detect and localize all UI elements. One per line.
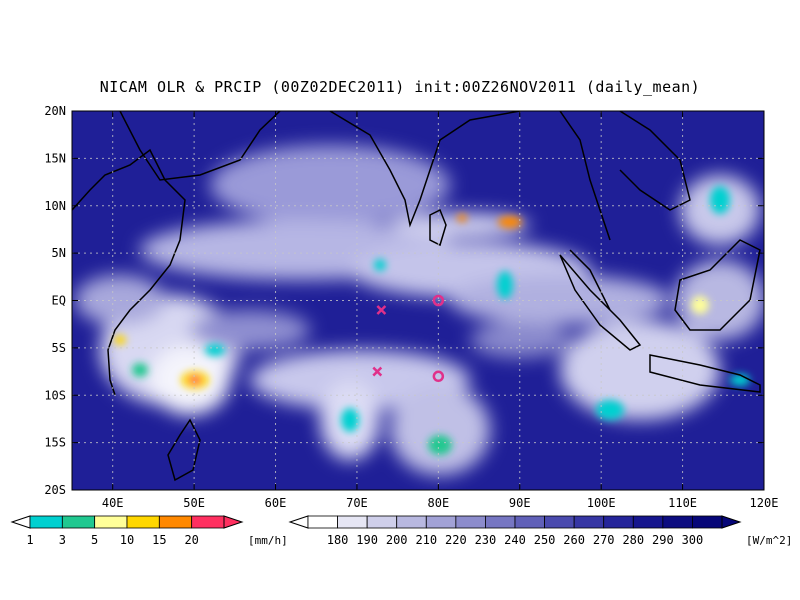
legend-label: 180 xyxy=(327,533,349,547)
legend-swatch xyxy=(425,515,457,529)
legend-label: 230 xyxy=(475,533,497,547)
legend-label: 5 xyxy=(91,533,98,547)
lat-label: 15N xyxy=(44,151,66,165)
legend-arrow-right xyxy=(721,515,742,529)
india-coast xyxy=(329,111,521,228)
arabia-coast xyxy=(119,111,281,181)
legend-arrow-right xyxy=(223,515,244,529)
lon-label: 100E xyxy=(587,496,616,510)
lon-label: 120E xyxy=(750,496,779,510)
legend-label: 290 xyxy=(652,533,674,547)
legend-label: 250 xyxy=(534,533,556,547)
legend-label: 240 xyxy=(504,533,526,547)
map-title: NICAM OLR & PRCIP (00Z02DEC2011) init:00… xyxy=(99,78,701,96)
legend-swatch xyxy=(366,515,398,529)
legend-label: 20 xyxy=(184,533,198,547)
legend-swatch xyxy=(632,515,664,529)
legend-swatch xyxy=(514,515,545,529)
lat-label: 10S xyxy=(44,388,66,402)
marker-o xyxy=(432,370,445,383)
legend-label: 210 xyxy=(415,533,437,547)
lat-label: 20N xyxy=(44,104,66,118)
marker-x xyxy=(376,305,387,315)
legend-label: 220 xyxy=(445,533,467,547)
legend-swatch xyxy=(603,515,634,529)
lon-label: 90E xyxy=(509,496,531,510)
lon-label: 80E xyxy=(428,496,450,510)
legend-swatch xyxy=(396,515,427,529)
marker-x xyxy=(372,366,383,377)
legend-label: 280 xyxy=(622,533,644,547)
lat-label: 5S xyxy=(52,341,66,355)
legend-label: 270 xyxy=(593,533,615,547)
myanmar-coast xyxy=(559,111,611,241)
sumatra-coast xyxy=(559,254,642,351)
coastlines xyxy=(72,111,761,482)
srilanka-coast xyxy=(429,208,447,247)
legend-label: 10 xyxy=(120,533,134,547)
legend-swatch xyxy=(485,515,516,529)
precip-layer xyxy=(114,186,750,455)
lat-label: 10N xyxy=(44,199,66,213)
marker-o xyxy=(432,294,445,307)
legend-label: 3 xyxy=(59,533,66,547)
lat-label: 20S xyxy=(44,483,66,497)
lon-label: 40E xyxy=(102,496,124,510)
legend-swatch xyxy=(126,515,160,529)
legend-swatch xyxy=(337,515,368,529)
lon-label: 70E xyxy=(346,496,368,510)
olr-legend: 180 190 200 210 220 230 240 250 260 270 280 290 300 [… xyxy=(288,515,792,547)
legend-swatch xyxy=(191,515,225,529)
lat-label: 15S xyxy=(44,436,66,450)
legend-label: 200 xyxy=(386,533,408,547)
legend-swatch xyxy=(573,515,605,529)
map-axes: 40E 50E 60E 70E 80E 90E 100E 110E 120E 20N 15N 10N 5… xyxy=(44,104,778,510)
legend-swatch xyxy=(158,515,193,529)
java-coast xyxy=(649,354,761,393)
legend-arrow-left xyxy=(288,515,309,529)
madagascar-coast xyxy=(167,418,201,482)
africa-coast xyxy=(72,148,186,396)
lat-label: 5N xyxy=(52,246,66,260)
legend-label: 15 xyxy=(152,533,166,547)
legend-swatch xyxy=(692,515,723,529)
marker-layer xyxy=(372,294,445,383)
precip-legend: 1 3 5 10 15 20 [mm/h] xyxy=(10,515,288,547)
legend-arrow-left xyxy=(10,515,31,529)
lon-label: 60E xyxy=(265,496,287,510)
legend-label: 260 xyxy=(563,533,585,547)
legend-swatch xyxy=(544,515,575,529)
lat-label: EQ xyxy=(52,294,66,308)
indochina-coast xyxy=(619,111,691,211)
legend-unit: [W/m^2] xyxy=(746,534,792,547)
lon-label: 110E xyxy=(668,496,697,510)
legend-swatch xyxy=(307,515,338,529)
legend-unit: [mm/h] xyxy=(248,534,288,547)
legend-swatch xyxy=(455,515,486,529)
malay-coast xyxy=(569,249,611,311)
legend-swatch xyxy=(61,515,96,529)
legend-label: 1 xyxy=(26,533,33,547)
legend-label: 300 xyxy=(682,533,704,547)
legend-swatch xyxy=(662,515,693,529)
legend-label: 190 xyxy=(356,533,378,547)
lon-label: 50E xyxy=(183,496,205,510)
legend-swatch xyxy=(94,515,128,529)
legend-swatch xyxy=(29,515,63,529)
